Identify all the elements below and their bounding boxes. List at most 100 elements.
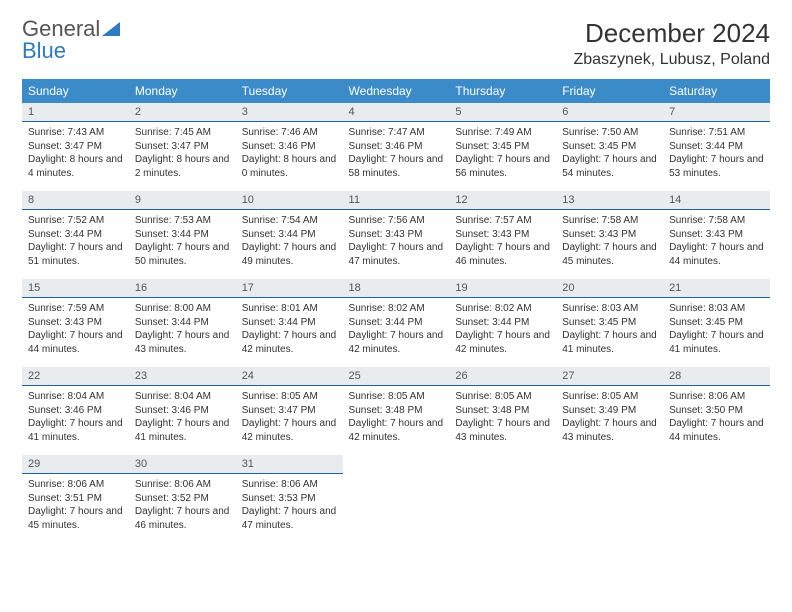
day-number: 23 [129, 367, 236, 386]
daylight-text: Daylight: 8 hours and 2 minutes. [135, 153, 230, 180]
day-number: 17 [236, 279, 343, 298]
sunset-text: Sunset: 3:44 PM [455, 316, 550, 330]
day-number: 5 [449, 103, 556, 122]
day-number: 8 [22, 191, 129, 210]
logo-text: General Blue [22, 18, 122, 62]
calendar-day-cell: 21Sunrise: 8:03 AMSunset: 3:45 PMDayligh… [663, 279, 770, 367]
day-details: Sunrise: 8:00 AMSunset: 3:44 PMDaylight:… [129, 298, 236, 362]
sunrise-text: Sunrise: 8:05 AM [562, 390, 657, 404]
day-number: 30 [129, 455, 236, 474]
day-details: Sunrise: 7:46 AMSunset: 3:46 PMDaylight:… [236, 122, 343, 186]
sunset-text: Sunset: 3:47 PM [135, 140, 230, 154]
day-details: Sunrise: 7:47 AMSunset: 3:46 PMDaylight:… [343, 122, 450, 186]
day-number: 22 [22, 367, 129, 386]
daylight-text: Daylight: 7 hours and 43 minutes. [562, 417, 657, 444]
day-number: 27 [556, 367, 663, 386]
day-details: Sunrise: 8:01 AMSunset: 3:44 PMDaylight:… [236, 298, 343, 362]
calendar-day-cell: 15Sunrise: 7:59 AMSunset: 3:43 PMDayligh… [22, 279, 129, 367]
day-details: Sunrise: 7:52 AMSunset: 3:44 PMDaylight:… [22, 210, 129, 274]
daylight-text: Daylight: 7 hours and 42 minutes. [349, 329, 444, 356]
day-details: Sunrise: 7:53 AMSunset: 3:44 PMDaylight:… [129, 210, 236, 274]
calendar-day-cell: . [449, 455, 556, 543]
daylight-text: Daylight: 7 hours and 49 minutes. [242, 241, 337, 268]
daylight-text: Daylight: 7 hours and 51 minutes. [28, 241, 123, 268]
day-number: 10 [236, 191, 343, 210]
day-details: Sunrise: 7:57 AMSunset: 3:43 PMDaylight:… [449, 210, 556, 274]
calendar-day-cell: 23Sunrise: 8:04 AMSunset: 3:46 PMDayligh… [129, 367, 236, 455]
sunrise-text: Sunrise: 7:59 AM [28, 302, 123, 316]
day-number: 15 [22, 279, 129, 298]
daylight-text: Daylight: 7 hours and 47 minutes. [242, 505, 337, 532]
calendar-day-cell: 12Sunrise: 7:57 AMSunset: 3:43 PMDayligh… [449, 191, 556, 279]
daylight-text: Daylight: 7 hours and 45 minutes. [562, 241, 657, 268]
sunset-text: Sunset: 3:43 PM [669, 228, 764, 242]
sunset-text: Sunset: 3:53 PM [242, 492, 337, 506]
weekday-header: Monday [129, 79, 236, 103]
calendar-day-cell: 16Sunrise: 8:00 AMSunset: 3:44 PMDayligh… [129, 279, 236, 367]
sunrise-text: Sunrise: 7:56 AM [349, 214, 444, 228]
weekday-header: Saturday [663, 79, 770, 103]
sunset-text: Sunset: 3:44 PM [349, 316, 444, 330]
daylight-text: Daylight: 7 hours and 42 minutes. [349, 417, 444, 444]
weekday-header: Friday [556, 79, 663, 103]
daylight-text: Daylight: 7 hours and 44 minutes. [669, 241, 764, 268]
day-details: Sunrise: 7:58 AMSunset: 3:43 PMDaylight:… [556, 210, 663, 274]
day-details: Sunrise: 8:05 AMSunset: 3:48 PMDaylight:… [343, 386, 450, 450]
daylight-text: Daylight: 7 hours and 44 minutes. [669, 417, 764, 444]
sunset-text: Sunset: 3:45 PM [455, 140, 550, 154]
sunset-text: Sunset: 3:46 PM [135, 404, 230, 418]
sunset-text: Sunset: 3:43 PM [349, 228, 444, 242]
sunset-text: Sunset: 3:45 PM [669, 316, 764, 330]
calendar-day-cell: 19Sunrise: 8:02 AMSunset: 3:44 PMDayligh… [449, 279, 556, 367]
sunrise-text: Sunrise: 8:04 AM [28, 390, 123, 404]
sunset-text: Sunset: 3:43 PM [28, 316, 123, 330]
sunset-text: Sunset: 3:47 PM [242, 404, 337, 418]
day-details: Sunrise: 8:04 AMSunset: 3:46 PMDaylight:… [22, 386, 129, 450]
day-number: 1 [22, 103, 129, 122]
calendar-day-cell: 1Sunrise: 7:43 AMSunset: 3:47 PMDaylight… [22, 103, 129, 191]
calendar-week-row: 22Sunrise: 8:04 AMSunset: 3:46 PMDayligh… [22, 367, 770, 455]
daylight-text: Daylight: 7 hours and 41 minutes. [562, 329, 657, 356]
daylight-text: Daylight: 7 hours and 42 minutes. [242, 417, 337, 444]
sunrise-text: Sunrise: 7:58 AM [669, 214, 764, 228]
sunset-text: Sunset: 3:44 PM [28, 228, 123, 242]
day-details: Sunrise: 7:49 AMSunset: 3:45 PMDaylight:… [449, 122, 556, 186]
sunrise-text: Sunrise: 8:02 AM [349, 302, 444, 316]
day-number: 21 [663, 279, 770, 298]
daylight-text: Daylight: 7 hours and 53 minutes. [669, 153, 764, 180]
calendar-day-cell: . [343, 455, 450, 543]
sunset-text: Sunset: 3:45 PM [562, 140, 657, 154]
sunset-text: Sunset: 3:44 PM [242, 316, 337, 330]
calendar-day-cell: 9Sunrise: 7:53 AMSunset: 3:44 PMDaylight… [129, 191, 236, 279]
location-text: Zbaszynek, Lubusz, Poland [573, 51, 770, 69]
calendar-week-row: 8Sunrise: 7:52 AMSunset: 3:44 PMDaylight… [22, 191, 770, 279]
calendar-header-row: SundayMondayTuesdayWednesdayThursdayFrid… [22, 79, 770, 103]
month-title: December 2024 [573, 18, 770, 49]
calendar-day-cell: 29Sunrise: 8:06 AMSunset: 3:51 PMDayligh… [22, 455, 129, 543]
day-details: Sunrise: 8:06 AMSunset: 3:52 PMDaylight:… [129, 474, 236, 538]
day-number: 7 [663, 103, 770, 122]
calendar-day-cell: 13Sunrise: 7:58 AMSunset: 3:43 PMDayligh… [556, 191, 663, 279]
day-details: Sunrise: 8:02 AMSunset: 3:44 PMDaylight:… [449, 298, 556, 362]
calendar-day-cell: 10Sunrise: 7:54 AMSunset: 3:44 PMDayligh… [236, 191, 343, 279]
day-number: 12 [449, 191, 556, 210]
sunrise-text: Sunrise: 8:05 AM [242, 390, 337, 404]
sunrise-text: Sunrise: 8:06 AM [669, 390, 764, 404]
weekday-header: Sunday [22, 79, 129, 103]
sunrise-text: Sunrise: 7:49 AM [455, 126, 550, 140]
calendar-day-cell: 14Sunrise: 7:58 AMSunset: 3:43 PMDayligh… [663, 191, 770, 279]
calendar-day-cell: 22Sunrise: 8:04 AMSunset: 3:46 PMDayligh… [22, 367, 129, 455]
day-number: 11 [343, 191, 450, 210]
header: General Blue December 2024 Zbaszynek, Lu… [22, 18, 770, 69]
sunset-text: Sunset: 3:49 PM [562, 404, 657, 418]
calendar-day-cell: 17Sunrise: 8:01 AMSunset: 3:44 PMDayligh… [236, 279, 343, 367]
day-number: 19 [449, 279, 556, 298]
day-details: Sunrise: 7:50 AMSunset: 3:45 PMDaylight:… [556, 122, 663, 186]
sunrise-text: Sunrise: 7:43 AM [28, 126, 123, 140]
sunset-text: Sunset: 3:47 PM [28, 140, 123, 154]
sunrise-text: Sunrise: 7:53 AM [135, 214, 230, 228]
weekday-header: Tuesday [236, 79, 343, 103]
calendar-day-cell: 20Sunrise: 8:03 AMSunset: 3:45 PMDayligh… [556, 279, 663, 367]
day-number: 29 [22, 455, 129, 474]
day-details: Sunrise: 7:56 AMSunset: 3:43 PMDaylight:… [343, 210, 450, 274]
